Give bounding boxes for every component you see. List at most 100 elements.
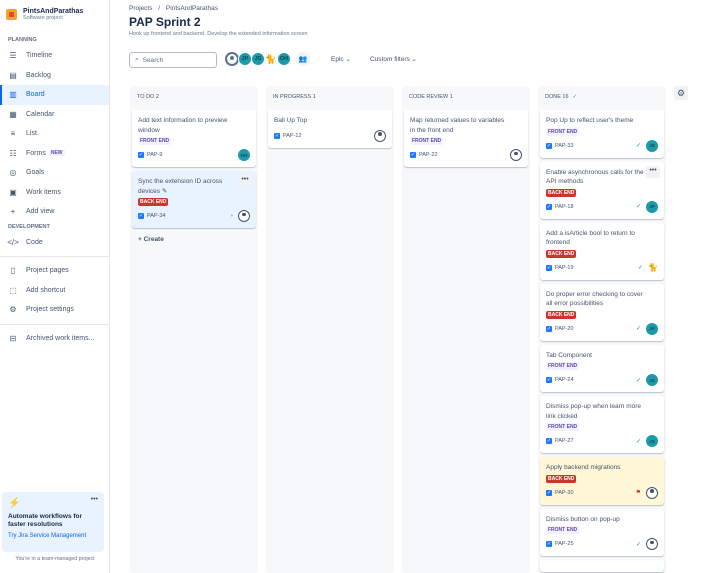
card-pap-12[interactable]: Ball Up Top ✓ PAP-12 xyxy=(268,110,392,148)
flag-icon: ⚑ xyxy=(635,490,641,496)
assignee-avatar[interactable]: JP xyxy=(646,322,658,335)
avatar-jp[interactable]: JP xyxy=(238,52,252,66)
assignee-avatar[interactable]: JS xyxy=(646,435,658,447)
chevron-down-icon: ⌄ xyxy=(345,56,351,63)
team-note[interactable]: You're in a team-managed project xyxy=(15,556,95,562)
card-pap-19[interactable]: Add a isArticle bool to return to fronte… xyxy=(540,222,664,280)
task-icon: ✓ xyxy=(546,489,552,496)
project-logo-icon xyxy=(6,9,17,20)
column-header: TO DO 2 xyxy=(137,94,159,100)
bolt-icon: ⚡ xyxy=(8,498,21,509)
card-pap-27[interactable]: Dismiss pop-up when learn more link clic… xyxy=(540,396,664,453)
group-icon[interactable]: 👥 xyxy=(296,52,310,66)
search-input[interactable]: ⌕ Search xyxy=(129,52,217,68)
sidebar-item-board[interactable]: ▥ Board xyxy=(0,85,109,105)
assignee-avatar[interactable]: 🐈 xyxy=(648,263,658,272)
avatar-js[interactable]: JS xyxy=(251,52,265,66)
avatar-cat[interactable]: 🐈 xyxy=(265,53,277,64)
gear-icon: ⚙ xyxy=(9,305,17,315)
more-icon[interactable]: ••• xyxy=(90,496,98,503)
card-pap-18[interactable]: Enable asynchronous calls for the API me… xyxy=(540,161,664,219)
label-front-end: FRONT END xyxy=(138,137,172,145)
sidebar-item-archived[interactable]: ⊟ Archived work items... xyxy=(9,333,95,343)
card-pap-22[interactable]: Map returned values to variables in the … xyxy=(404,110,528,167)
card-pap-33[interactable]: Pop Up to reflect user's theme FRONT END… xyxy=(540,110,664,158)
task-icon: ✓ xyxy=(546,203,552,210)
column-header: DONE 16 ✓ xyxy=(545,94,578,100)
done-check-icon: ✓ xyxy=(635,326,641,332)
goals-icon: ◎ xyxy=(9,168,17,178)
code-icon: </> xyxy=(7,237,19,247)
card-partial[interactable] xyxy=(540,560,664,572)
sidebar-item-list[interactable]: ≡ List xyxy=(0,124,109,144)
card-pap-9[interactable]: Add text information to preview window F… xyxy=(132,110,256,167)
column-in-progress: IN PROGRESS 1 Ball Up Top ✓ PAP-12 xyxy=(266,86,394,573)
sidebar: PintsAndParathas Software project PLANNI… xyxy=(0,0,110,573)
board-settings-gear-icon[interactable]: ⚙ xyxy=(674,86,688,100)
sidebar-item-add-shortcut[interactable]: ⬚ Add shortcut xyxy=(9,285,66,295)
unassigned-avatar[interactable] xyxy=(646,486,658,499)
card-pap-34[interactable]: Sync the extension ID across devices ✎ •… xyxy=(132,171,256,228)
task-icon: ✓ xyxy=(138,152,144,158)
forms-icon: ☷ xyxy=(9,148,17,158)
sidebar-item-backlog[interactable]: ▤ Backlog xyxy=(9,70,51,80)
card-pap-25[interactable]: Dismiss button on pop-up FRONT END ✓ PAP-… xyxy=(540,508,664,556)
unassigned-avatar[interactable] xyxy=(374,129,386,142)
breadcrumb-project[interactable]: PintsAndParathas xyxy=(165,5,218,12)
work-items-icon: ▣ xyxy=(9,187,17,197)
label-front-end: FRONT END xyxy=(546,362,580,370)
custom-filters-dropdown[interactable]: Custom filters ⌄ xyxy=(370,56,417,63)
assignee-avatar[interactable]: JS xyxy=(646,374,658,386)
project-name: PintsAndParathas xyxy=(23,8,84,15)
timeline-icon: ☰ xyxy=(9,51,17,61)
task-icon: ✓ xyxy=(546,377,552,383)
divider xyxy=(0,323,109,325)
promo-link[interactable]: Try Jira Service Management xyxy=(8,533,87,539)
pages-icon: ▯ xyxy=(10,266,16,276)
column-header: IN PROGRESS 1 xyxy=(273,94,316,100)
task-icon: ✓ xyxy=(274,132,280,139)
task-icon: ✓ xyxy=(138,213,144,219)
label-front-end: FRONT END xyxy=(546,423,580,431)
task-icon: ✓ xyxy=(546,325,552,332)
epic-dropdown[interactable]: Epic ⌄ xyxy=(331,56,351,63)
project-header[interactable]: PintsAndParathas Software project xyxy=(0,0,109,25)
create-button[interactable]: + Create xyxy=(138,236,164,243)
column-code-review: CODE REVIEW 1 Map returned values to var… xyxy=(402,86,530,573)
sidebar-item-forms[interactable]: ☷ Forms NEW xyxy=(9,148,65,158)
project-type: Software project xyxy=(23,15,63,21)
unassigned-avatar[interactable] xyxy=(646,538,658,550)
priority-icon: • xyxy=(230,212,233,220)
sidebar-item-calendar[interactable]: ▦ Calendar xyxy=(9,109,55,119)
pencil-icon[interactable]: ✎ xyxy=(161,187,168,195)
done-check-icon: ✓ xyxy=(635,377,641,384)
card-pap-20[interactable]: Do proper error checking to cover all er… xyxy=(540,283,664,341)
assignee-avatar[interactable]: JP xyxy=(646,200,658,213)
card-pap-30[interactable]: Apply backend migrations BACK END ✓ PAP-3… xyxy=(540,457,664,505)
sidebar-item-work-items[interactable]: ▣ Work items xyxy=(9,187,61,197)
more-icon[interactable]: ••• xyxy=(238,175,252,187)
assignee-avatar[interactable]: JS xyxy=(646,139,658,152)
task-icon: ✓ xyxy=(546,541,552,547)
section-development: DEVELOPMENT xyxy=(8,223,50,230)
card-pap-24[interactable]: Tab Component FRONT END ✓ PAP-24 ✓ JS xyxy=(540,344,664,392)
chevron-down-icon: ⌄ xyxy=(411,56,417,63)
sidebar-item-project-settings[interactable]: ⚙ Project settings xyxy=(9,305,74,315)
avatar-unassigned[interactable] xyxy=(225,52,239,66)
sidebar-item-add-view[interactable]: + Add view xyxy=(0,202,109,222)
assignee-avatar[interactable]: OH xyxy=(238,149,250,161)
avatar-oh[interactable]: OH xyxy=(277,52,291,66)
more-icon[interactable]: ••• xyxy=(646,165,660,178)
sidebar-item-timeline[interactable]: ☰ Timeline xyxy=(9,51,53,61)
unassigned-avatar[interactable] xyxy=(510,149,522,161)
sidebar-item-project-pages[interactable]: ▯ Project pages xyxy=(0,261,109,281)
sidebar-item-code[interactable]: </> Code xyxy=(7,237,43,247)
list-icon: ≡ xyxy=(10,129,16,139)
board-icon: ▥ xyxy=(9,90,17,100)
unassigned-avatar[interactable] xyxy=(238,210,250,222)
breadcrumb-projects[interactable]: Projects xyxy=(129,5,153,12)
promo-card: ⚡ ••• Automate workflows for faster reso… xyxy=(2,492,104,552)
promo-title: Automate workflows for faster resolution… xyxy=(8,513,83,528)
done-check-icon: ✓ xyxy=(635,438,641,445)
sidebar-item-goals[interactable]: ◎ Goals xyxy=(9,168,45,178)
